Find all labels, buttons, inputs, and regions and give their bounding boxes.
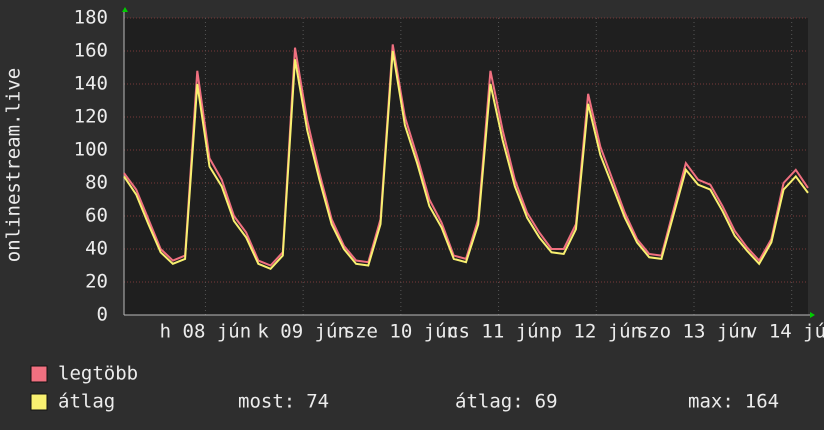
stat-label: átlag:: [455, 391, 524, 413]
x-tick-label: sze 10 jún: [344, 321, 458, 343]
stat-value: 69: [535, 391, 558, 413]
stat-value: 74: [306, 391, 329, 413]
x-tick-label: k 09 jún: [257, 321, 349, 343]
y-tick-label: 140: [74, 73, 108, 95]
legend-label: átlag: [58, 391, 115, 413]
x-tick-label: v 14 jún: [746, 321, 824, 343]
y-tick-label: 20: [85, 271, 108, 293]
y-tick-label: 160: [74, 40, 108, 62]
legend-swatch: [30, 393, 48, 411]
y-tick-label: 40: [85, 238, 108, 260]
y-tick-label: 0: [97, 304, 108, 326]
series-line: [123, 50, 809, 270]
axis-arrow: [122, 7, 128, 12]
y-tick-label: 100: [74, 139, 108, 161]
stat-value: 164: [745, 391, 779, 413]
plot-area: [124, 18, 808, 315]
stat-label: max:: [688, 391, 734, 413]
y-tick-label: 80: [85, 172, 108, 194]
x-tick-label: cs 11 jún: [447, 321, 550, 343]
x-tick-label: p 12 jún: [551, 321, 643, 343]
legend-swatch: [30, 365, 48, 383]
y-axis-label: onlinestream.live: [3, 68, 25, 262]
axis-arrow: [810, 312, 815, 318]
y-tick-label: 180: [74, 7, 108, 29]
y-tick-label: 60: [85, 205, 108, 227]
y-tick-label: 120: [74, 106, 108, 128]
x-tick-label: szo 13 jún: [637, 321, 751, 343]
series-line: [123, 44, 809, 267]
x-tick-label: h 08 jún: [160, 321, 252, 343]
stat-label: most:: [238, 391, 295, 413]
legend-label: legtöbb: [58, 363, 138, 385]
